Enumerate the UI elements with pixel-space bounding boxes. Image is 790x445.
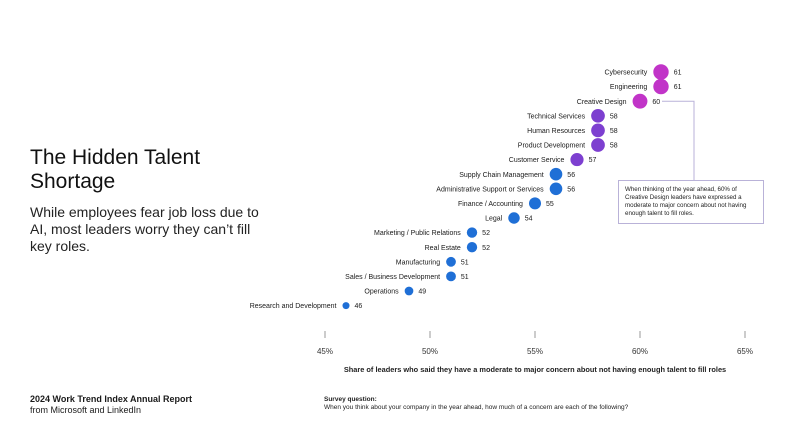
data-label: 51 <box>461 259 469 266</box>
data-point <box>653 64 669 80</box>
data-point <box>466 242 478 253</box>
data-label: 51 <box>461 274 469 281</box>
page-subtitle: While employees fear job loss due to AI,… <box>30 204 259 254</box>
category-label: Sales / Business Development <box>345 274 440 281</box>
category-label: Cybersecurity <box>605 70 648 77</box>
category-label: Customer Service <box>509 157 565 164</box>
survey-note: Survey question: When you think about yo… <box>324 396 764 412</box>
report-title: 2024 Work Trend Index Annual Report <box>30 394 193 404</box>
category-label: Legal <box>485 216 503 223</box>
annotation-callout: When thinking of the year ahead, 60% of … <box>618 180 764 224</box>
data-label: 49 <box>418 289 426 296</box>
x-tick-label: 50% <box>422 347 438 356</box>
data-point <box>653 78 669 95</box>
category-label: Manufacturing <box>396 259 440 266</box>
data-point <box>404 286 414 296</box>
data-label: 52 <box>482 230 490 237</box>
category-label: Product Development <box>518 143 585 150</box>
x-tick-label: 55% <box>527 347 543 356</box>
data-label: 52 <box>482 245 490 252</box>
data-label: 58 <box>610 113 618 120</box>
data-point <box>446 256 456 267</box>
category-label: Supply Chain Management <box>459 172 543 179</box>
category-label: Marketing / Public Relations <box>374 230 461 237</box>
data-point <box>528 197 542 210</box>
data-point <box>570 153 584 167</box>
annotation-connector <box>662 100 695 180</box>
data-label: 54 <box>525 216 533 223</box>
category-label: Human Resources <box>527 128 585 135</box>
category-label: Creative Design <box>577 99 627 106</box>
data-point <box>591 138 605 152</box>
data-label: 61 <box>674 70 682 77</box>
category-label: Finance / Accounting <box>458 201 523 208</box>
category-label: Operations <box>364 289 399 296</box>
data-label: 58 <box>610 128 618 135</box>
category-label: Engineering <box>610 84 647 91</box>
data-point <box>591 108 605 123</box>
report-source: from Microsoft and LinkedIn <box>30 405 142 415</box>
data-label: 56 <box>567 172 575 179</box>
data-point <box>508 212 520 224</box>
page-title: The Hidden Talent Shortage <box>30 146 201 193</box>
data-point <box>549 182 563 196</box>
category-label: Technical Services <box>527 113 585 120</box>
category-label: Administrative Support or Services <box>436 186 544 193</box>
data-label: 61 <box>674 84 682 91</box>
x-tick-label: 65% <box>737 347 753 356</box>
category-label: Research and Development <box>250 303 337 310</box>
category-label: Real Estate <box>425 245 461 252</box>
data-point <box>466 227 478 238</box>
data-label: 46 <box>355 303 363 310</box>
data-label: 57 <box>589 157 597 164</box>
report-credit: 2024 Work Trend Index Annual Report from… <box>30 394 290 416</box>
data-label: 56 <box>567 186 575 193</box>
survey-label: Survey question: <box>324 396 377 403</box>
data-point <box>549 167 563 181</box>
data-label: 55 <box>546 201 554 208</box>
data-label: 60 <box>652 99 660 106</box>
data-point <box>632 93 648 109</box>
x-tick-label: 45% <box>317 347 333 356</box>
data-point <box>342 302 350 310</box>
x-tick-label: 60% <box>632 347 648 356</box>
data-point <box>591 123 605 138</box>
data-point <box>446 271 456 282</box>
survey-text: When you think about your company in the… <box>324 404 629 411</box>
data-label: 58 <box>610 143 618 150</box>
x-axis-label: Share of leaders who said they have a mo… <box>344 365 726 374</box>
